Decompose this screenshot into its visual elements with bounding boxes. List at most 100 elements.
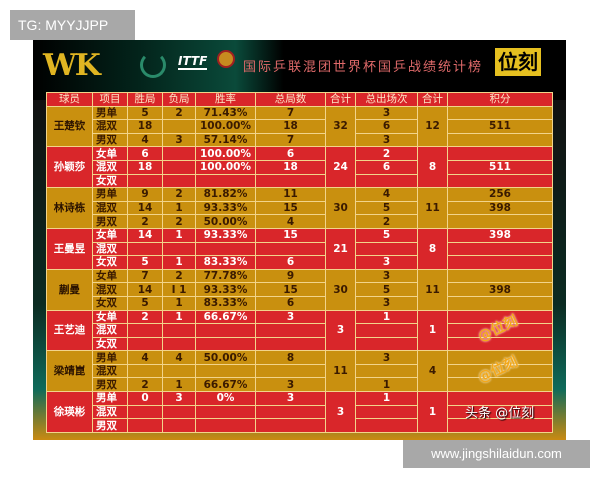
games-cell: 15: [255, 200, 326, 216]
losses-cell: 1: [162, 295, 196, 311]
column-header: 总出场次: [355, 92, 418, 107]
stats-poster: WK ITTF 国际乒联混团世界杯国乒战绩统计榜 位刻 球员 项目 胜局 负局 胜率 总局…: [33, 40, 566, 440]
table-row: 女双 5 1 83.33% 6 3: [47, 295, 553, 311]
games-cell: 7: [255, 105, 326, 121]
ittf-logo: ITTF: [178, 54, 208, 70]
table-row: 孙颖莎 女单 6 100.00% 6 24 2 8: [46, 146, 553, 189]
appearances-cell: 1: [355, 391, 418, 406]
appearances-cell: 4: [355, 187, 418, 202]
column-header: 合计: [325, 92, 356, 107]
table-row: 梁靖崑 男单 4 4 50.00% 8 11 3 4: [46, 350, 553, 393]
player-name: 王曼昱: [46, 227, 93, 270]
player-name: 孙颖莎: [46, 146, 93, 189]
win-rate-cell: 83.33%: [195, 295, 256, 311]
event-cell: 女双: [92, 295, 128, 311]
world-cup-emblem-icon: [140, 52, 166, 78]
column-header: 合计: [417, 92, 448, 107]
total-appearances-cell: 1: [417, 391, 448, 433]
wins-cell: 0: [127, 391, 163, 406]
table-row: 王曼昱 女单 14 1 93.33% 15 21 5 8 398: [46, 227, 553, 270]
event-cell: 混双: [92, 282, 128, 297]
table-row: 蒯曼 女单 7 2 77.78% 9 30 3 11: [46, 268, 553, 311]
event-cell: 混双: [92, 404, 128, 420]
losses-cell: 1: [162, 309, 196, 325]
column-header: 负局: [162, 92, 196, 107]
points-cell: [447, 214, 553, 229]
wins-cell: 2: [127, 309, 163, 325]
win-rate-cell: 100.00%: [195, 119, 256, 134]
appearances-cell: 3: [355, 105, 418, 121]
table-row: 混双 14 1 93.33% 15 5 398: [47, 200, 553, 216]
games-cell: 7: [255, 132, 326, 148]
games-cell: 6: [255, 255, 326, 270]
total-games-cell: 30: [325, 268, 356, 311]
win-rate-cell: [195, 336, 256, 352]
event-cell: 男双: [92, 377, 128, 393]
wins-cell: 7: [127, 268, 163, 284]
wins-cell: 2: [127, 377, 163, 393]
losses-cell: 2: [162, 187, 196, 202]
event-cell: 男双: [92, 418, 128, 433]
total-appearances-cell: 4: [417, 350, 448, 393]
games-cell: 18: [255, 159, 326, 175]
total-appearances-cell: 8: [417, 146, 448, 189]
points-cell: 398: [447, 200, 553, 216]
losses-cell: 2: [162, 268, 196, 284]
points-cell: [447, 173, 553, 189]
event-cell: 女双: [92, 173, 128, 189]
points-cell: 398: [447, 282, 553, 297]
total-games-cell: 3: [325, 391, 356, 433]
losses-cell: [162, 404, 196, 420]
games-cell: 4: [255, 214, 326, 229]
wins-cell: 6: [127, 146, 163, 161]
appearances-cell: 5: [355, 200, 418, 216]
points-cell: 398: [447, 227, 553, 243]
appearances-cell: [355, 173, 418, 189]
event-cell: 女单: [92, 268, 128, 284]
table-row: 王楚钦 男单 5 2 71.43% 7 32 3 12: [46, 105, 553, 148]
losses-cell: 2: [162, 214, 196, 229]
table-row: 混双 18 100.00% 18 6 511: [47, 119, 553, 134]
appearances-cell: [355, 404, 418, 420]
appearances-cell: 3: [355, 295, 418, 311]
event-cell: 男单: [92, 350, 128, 365]
wins-cell: [127, 336, 163, 352]
event-cell: 女单: [92, 146, 128, 161]
win-rate-cell: 57.14%: [195, 132, 256, 148]
win-rate-cell: 93.33%: [195, 282, 256, 297]
site-banner: www.jingshilaidun.com: [403, 440, 590, 468]
games-cell: 3: [255, 391, 326, 406]
points-cell: [447, 323, 553, 338]
games-cell: [255, 173, 326, 189]
event-cell: 男双: [92, 132, 128, 148]
win-rate-cell: [195, 323, 256, 338]
appearances-cell: 3: [355, 132, 418, 148]
games-cell: 15: [255, 282, 326, 297]
column-header: 胜率: [195, 92, 256, 107]
win-rate-cell: 50.00%: [195, 214, 256, 229]
table-row: 男双 4 3 57.14% 7 3: [47, 132, 553, 148]
win-rate-cell: 50.00%: [195, 350, 256, 365]
games-cell: 8: [255, 350, 326, 365]
appearances-cell: 2: [355, 146, 418, 161]
table-row: 女双: [47, 336, 553, 352]
table-row: 混双 18 100.00% 18 6 511: [47, 159, 553, 175]
losses-cell: [162, 336, 196, 352]
points-cell: [447, 268, 553, 284]
appearances-cell: 5: [355, 282, 418, 297]
event-cell: 女单: [92, 309, 128, 325]
wins-cell: [127, 418, 163, 433]
total-appearances-cell: 12: [417, 105, 448, 148]
losses-cell: [162, 146, 196, 161]
losses-cell: 4: [162, 350, 196, 365]
table-row: 混双: [47, 363, 553, 379]
games-cell: 11: [255, 187, 326, 202]
trophy-emblem-icon: [217, 50, 235, 68]
appearances-cell: 3: [355, 350, 418, 365]
wins-cell: [127, 363, 163, 379]
player-name: 王艺迪: [46, 309, 93, 352]
table-row: 混双: [47, 323, 553, 338]
losses-cell: 2: [162, 105, 196, 121]
column-header: 项目: [92, 92, 128, 107]
wins-cell: 4: [127, 132, 163, 148]
